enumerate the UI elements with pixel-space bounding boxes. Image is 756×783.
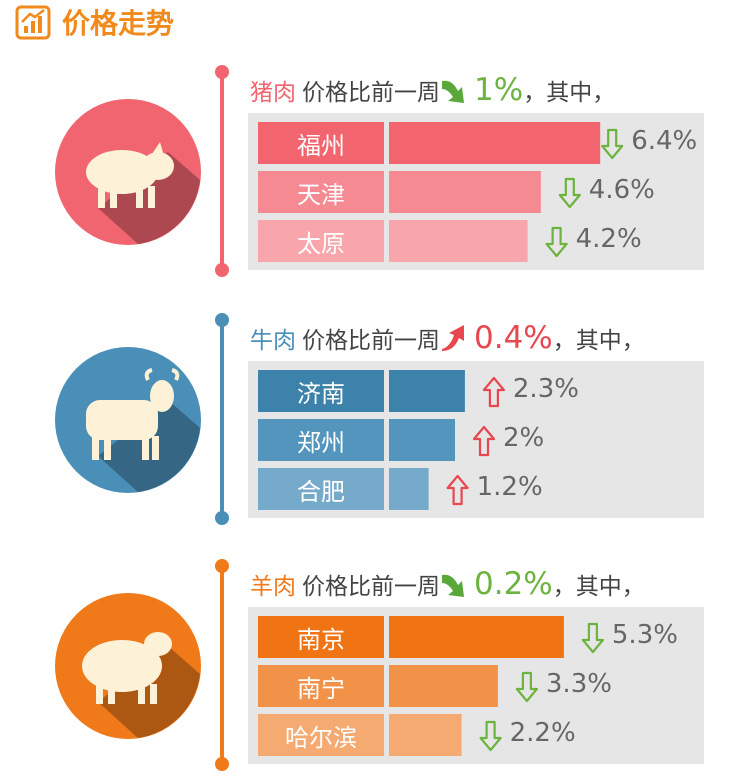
animal-body bbox=[82, 640, 162, 692]
city-label: 福州 bbox=[297, 131, 345, 160]
trend-arrow bbox=[515, 671, 539, 703]
animal-leg bbox=[152, 436, 159, 460]
change-value: 1% bbox=[474, 72, 524, 108]
meat-name: 羊肉 bbox=[250, 574, 296, 600]
animal-leg bbox=[150, 684, 157, 704]
value-label: 3.3% bbox=[545, 669, 612, 699]
animal-ear bbox=[152, 142, 164, 156]
timeline-dot bbox=[215, 511, 229, 525]
city-cell bbox=[258, 171, 384, 213]
animal-leg bbox=[92, 436, 99, 460]
trend-arrow bbox=[446, 474, 469, 506]
animal-leg bbox=[98, 186, 105, 208]
value-label: 5.3% bbox=[611, 620, 678, 650]
animal-leg bbox=[138, 684, 145, 704]
header-suffix: ，其中， bbox=[523, 80, 616, 106]
bar bbox=[389, 714, 462, 756]
timeline-dot bbox=[215, 65, 229, 79]
timeline-dot bbox=[215, 559, 229, 573]
city-label: 郑州 bbox=[297, 428, 345, 457]
value-label: 1.2% bbox=[476, 472, 543, 502]
animal-leg bbox=[104, 436, 111, 460]
animal-leg bbox=[148, 186, 155, 208]
trend-arrow bbox=[545, 226, 568, 258]
trend-arrow bbox=[479, 720, 502, 752]
header-arrow-shape bbox=[442, 574, 464, 597]
animal-head bbox=[142, 152, 174, 180]
trend-arrow bbox=[482, 376, 505, 408]
animal-head bbox=[150, 380, 174, 412]
trend-arrow bbox=[558, 177, 581, 209]
city-cell bbox=[258, 468, 384, 510]
header-text: 价格比前一周 bbox=[302, 574, 440, 600]
section-header: 猪肉 价格比前一周 1% ，其中， bbox=[250, 70, 615, 110]
bar bbox=[389, 616, 564, 658]
trend-arrow bbox=[581, 622, 605, 654]
animal-horns bbox=[144, 368, 180, 381]
header-text: 价格比前一周 bbox=[302, 80, 440, 106]
city-label: 南京 bbox=[297, 625, 345, 654]
timeline-dot bbox=[215, 313, 229, 327]
animal-leg bbox=[136, 186, 143, 208]
bar bbox=[389, 468, 429, 510]
section-header: 牛肉 价格比前一周 0.4% ，其中， bbox=[250, 318, 645, 358]
bar bbox=[389, 665, 498, 707]
page-title: 价格走势 bbox=[62, 7, 175, 40]
bar bbox=[389, 171, 541, 213]
bar bbox=[389, 220, 528, 262]
bar bbox=[389, 419, 455, 461]
city-label: 济南 bbox=[297, 379, 345, 408]
icon-shadow bbox=[98, 646, 200, 738]
trend-arrow bbox=[472, 425, 496, 457]
animal-leg bbox=[142, 436, 149, 460]
animal-leg bbox=[108, 684, 115, 704]
city-label: 天津 bbox=[297, 180, 345, 209]
city-cell bbox=[258, 370, 384, 412]
trend-arrow bbox=[601, 128, 624, 160]
header-text: 价格比前一周 bbox=[302, 328, 440, 354]
animal-body bbox=[86, 400, 158, 440]
meat-name: 牛肉 bbox=[250, 328, 296, 354]
header-arrow bbox=[442, 325, 464, 351]
city-cell bbox=[258, 616, 384, 658]
header-arrow-shape bbox=[442, 325, 464, 351]
city-label: 太原 bbox=[297, 229, 345, 258]
value-label: 2% bbox=[503, 423, 545, 453]
bar bbox=[389, 370, 465, 412]
header-arrow bbox=[442, 574, 464, 597]
city-cell bbox=[258, 714, 384, 756]
header-suffix: ，其中， bbox=[552, 574, 645, 600]
value-label: 4.2% bbox=[575, 224, 642, 254]
value-label: 4.6% bbox=[588, 175, 655, 205]
value-label: 2.2% bbox=[509, 718, 576, 748]
city-label: 合肥 bbox=[297, 477, 345, 506]
city-label: 南宁 bbox=[297, 674, 345, 703]
animal-body bbox=[86, 150, 158, 194]
animal-leg bbox=[96, 684, 103, 704]
city-cell bbox=[258, 122, 384, 164]
animal-leg bbox=[110, 186, 117, 208]
city-cell bbox=[258, 220, 384, 262]
bar bbox=[389, 122, 601, 164]
change-value: 0.4% bbox=[474, 320, 553, 356]
header-arrow bbox=[442, 80, 464, 103]
city-cell bbox=[258, 419, 384, 461]
value-label: 6.4% bbox=[631, 126, 698, 156]
animal-head bbox=[144, 632, 172, 656]
title-icon bbox=[15, 5, 51, 40]
header-arrow-shape bbox=[442, 80, 464, 103]
header-suffix: ，其中， bbox=[552, 328, 645, 354]
section-header: 羊肉 价格比前一周 0.2% ，其中， bbox=[250, 564, 645, 604]
city-label: 哈尔滨 bbox=[285, 723, 357, 752]
change-value: 0.2% bbox=[474, 566, 553, 602]
city-cell bbox=[258, 665, 384, 707]
meat-name: 猪肉 bbox=[250, 80, 296, 106]
timeline-dot bbox=[215, 757, 229, 771]
timeline-dot bbox=[215, 263, 229, 277]
value-label: 2.3% bbox=[512, 374, 579, 404]
